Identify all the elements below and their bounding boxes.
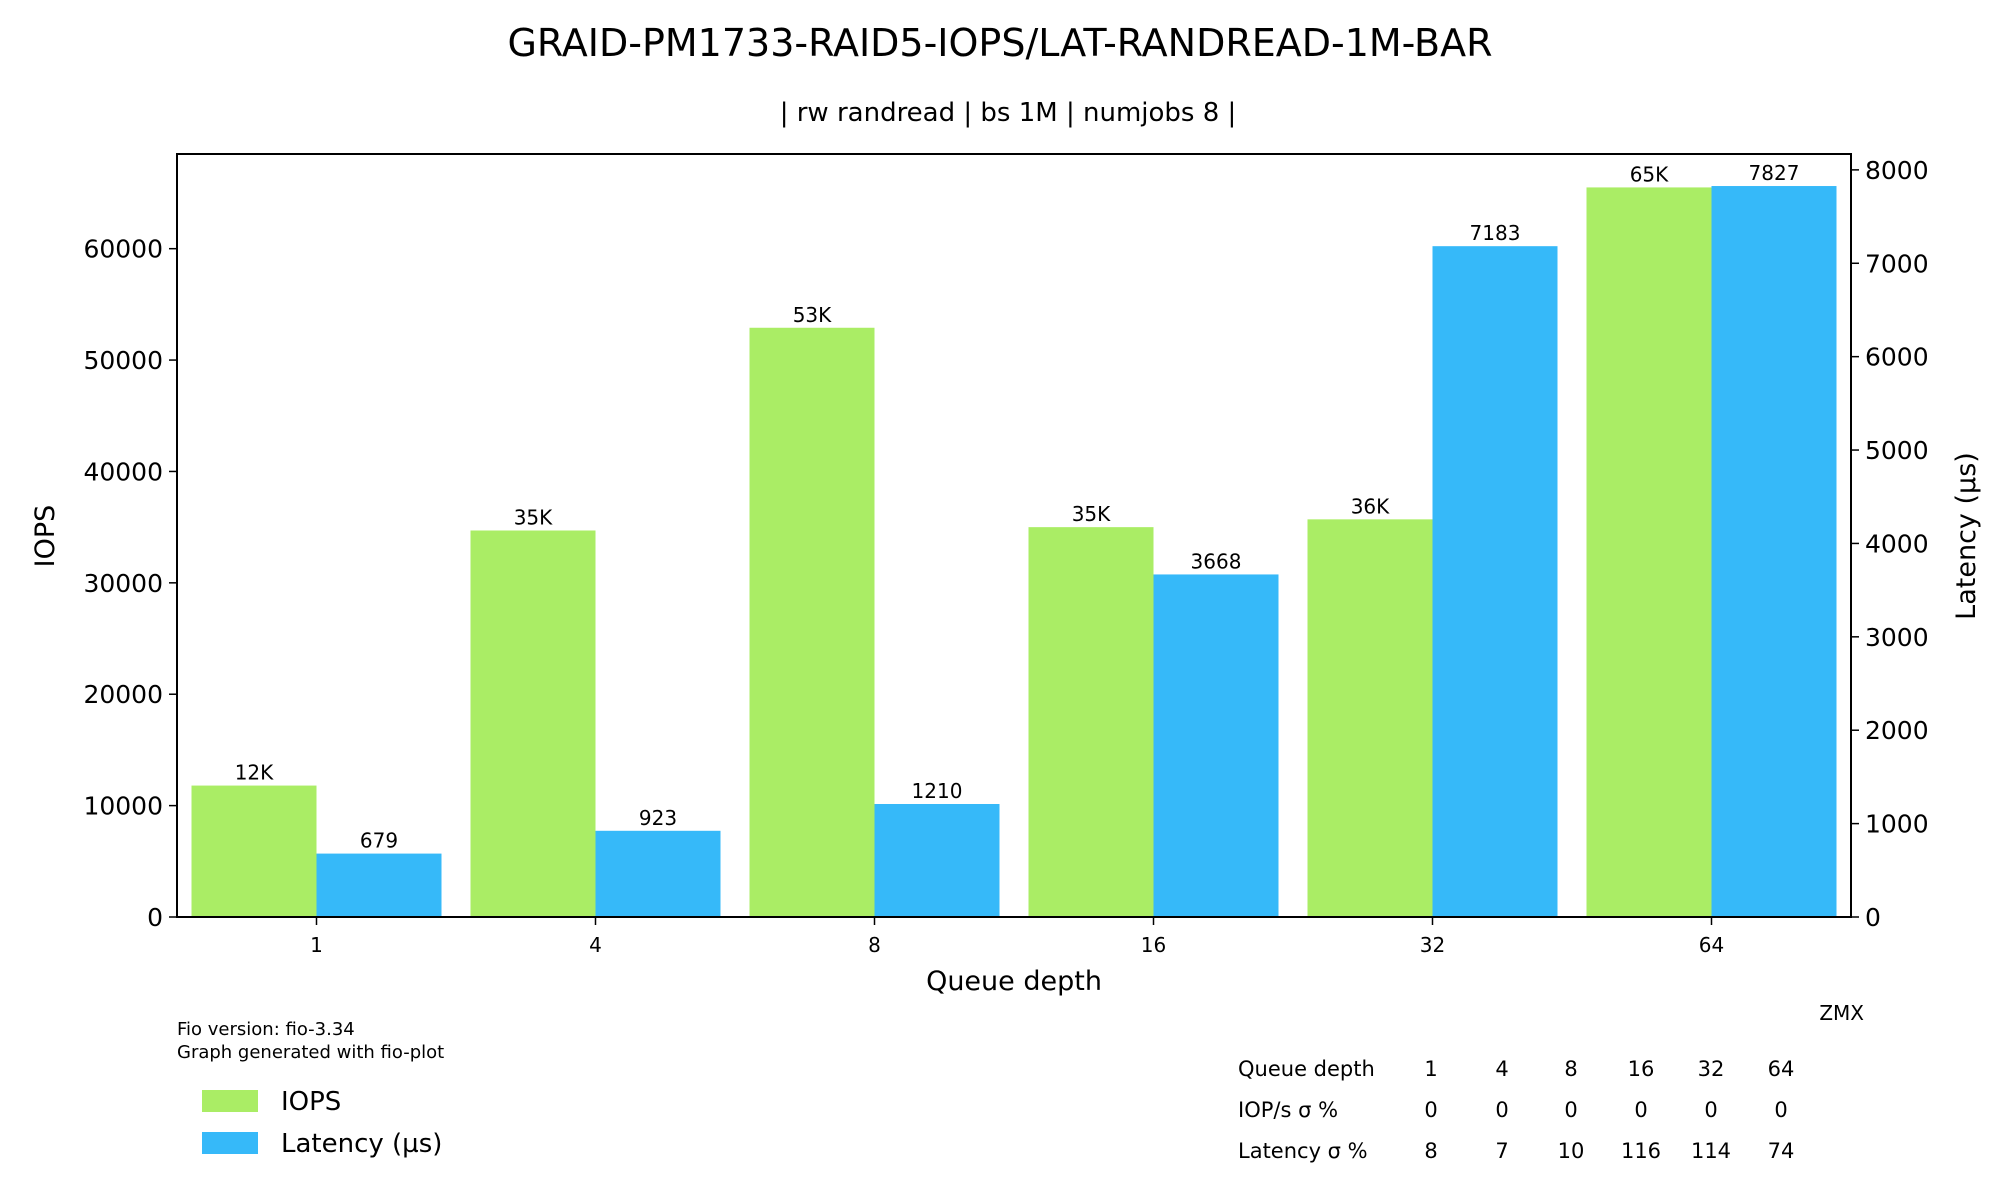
iops-bar-32	[1307, 519, 1433, 917]
chart-subtitle: | rw randread | bs 1M | numjobs 8 |	[780, 98, 1237, 128]
stats-cell-0-3: 16	[1628, 1057, 1655, 1081]
x-tick-label-32: 32	[1420, 933, 1445, 957]
iops-data-label-16: 35K	[1072, 502, 1111, 526]
x-tick-label-64: 64	[1699, 933, 1724, 957]
latency-bar-32	[1432, 246, 1558, 917]
signature-text: ZMX	[1819, 1001, 1864, 1025]
x-tick-label-8: 8	[868, 933, 881, 957]
stats-cell-2-2: 10	[1558, 1139, 1585, 1163]
right-tick-label-8000: 8000	[1865, 156, 1929, 185]
stats-cell-1-1: 0	[1495, 1098, 1508, 1122]
right-tick-label-7000: 7000	[1865, 249, 1929, 278]
x-tick-label-16: 16	[1141, 933, 1166, 957]
latency-data-label-64: 7827	[1749, 161, 1800, 185]
stats-cell-1-0: 0	[1424, 1098, 1437, 1122]
left-tick-label-40000: 40000	[83, 457, 163, 486]
stats-cell-2-3: 116	[1621, 1139, 1661, 1163]
fio-version-text: Fio version: fio-3.34	[177, 1019, 355, 1040]
latency-data-label-4: 923	[639, 806, 677, 830]
x-tick-label-1: 1	[310, 933, 323, 957]
right-tick-label-1000: 1000	[1865, 810, 1929, 839]
iops-bar-4	[470, 530, 596, 917]
left-tick-label-0: 0	[147, 903, 163, 932]
left-axis: 0 10000 20000 30000 40000 50000 60000	[83, 235, 177, 932]
x-axis: 1 4 8 16 32 64	[310, 917, 1724, 957]
iops-data-label-1: 12K	[235, 761, 274, 785]
stats-cell-0-2: 8	[1564, 1057, 1577, 1081]
stats-cell-0-4: 32	[1698, 1057, 1725, 1081]
stats-cell-2-5: 74	[1768, 1139, 1795, 1163]
iops-data-label-32: 36K	[1351, 494, 1390, 518]
bars-layer	[191, 186, 1837, 917]
stats-cell-0-0: 1	[1424, 1057, 1437, 1081]
left-tick-label-50000: 50000	[83, 346, 163, 375]
bar-labels-layer: 12K 679 35K 923 53K 1210 35K 3668 36K 7183 65K 7827	[235, 161, 1800, 853]
stats-cell-1-5: 0	[1774, 1098, 1787, 1122]
stats-cell-2-4: 114	[1691, 1139, 1731, 1163]
latency-data-label-1: 679	[360, 829, 398, 853]
legend-swatch-iops	[202, 1090, 258, 1112]
stats-row-label-1: IOP/s σ %	[1238, 1098, 1338, 1122]
chart-title: GRAID-PM1733-RAID5-IOPS/LAT-RANDREAD-1M-…	[507, 21, 1492, 65]
latency-data-label-32: 7183	[1470, 221, 1521, 245]
right-tick-label-4000: 4000	[1865, 529, 1929, 558]
right-tick-label-5000: 5000	[1865, 436, 1929, 465]
stats-cell-1-3: 0	[1634, 1098, 1647, 1122]
left-tick-label-30000: 30000	[83, 569, 163, 598]
right-tick-label-3000: 3000	[1865, 623, 1929, 652]
latency-bar-4	[595, 830, 721, 917]
left-tick-label-20000: 20000	[83, 680, 163, 709]
x-tick-label-4: 4	[589, 933, 602, 957]
right-axis-label: Latency (µs)	[1951, 452, 1982, 620]
latency-bar-8	[874, 803, 1000, 917]
latency-bar-16	[1153, 574, 1279, 917]
iops-bar-64	[1586, 187, 1712, 917]
latency-bar-1	[316, 853, 442, 917]
legend-label-iops: IOPS	[281, 1087, 341, 1117]
iops-data-label-8: 53K	[793, 303, 832, 327]
right-tick-label-0: 0	[1865, 903, 1881, 932]
stats-cell-0-1: 4	[1495, 1057, 1508, 1081]
latency-data-label-8: 1210	[912, 779, 963, 803]
legend-label-latency: Latency (µs)	[281, 1129, 442, 1159]
iops-data-label-64: 65K	[1630, 162, 1669, 186]
stats-cell-2-0: 8	[1424, 1139, 1437, 1163]
stats-row-label-0: Queue depth	[1238, 1057, 1375, 1081]
right-tick-label-6000: 6000	[1865, 343, 1929, 372]
stats-table: Queue depth 1 4 8 16 32 64 IOP/s σ % 0 0 0 0 0 0 Laten…	[1238, 1057, 1794, 1163]
stats-cell-1-4: 0	[1704, 1098, 1717, 1122]
right-axis: 0 1000 2000 3000 4000 5000 6000 7000 8000	[1851, 156, 1929, 932]
iops-bar-8	[749, 327, 875, 917]
latency-bar-64	[1711, 186, 1837, 917]
plot-frame	[176, 153, 1852, 918]
left-tick-label-10000: 10000	[83, 792, 163, 821]
legend-swatch-latency	[202, 1132, 258, 1154]
iops-bar-16	[1028, 527, 1154, 917]
left-axis-label: IOPS	[30, 505, 61, 568]
stats-cell-0-5: 64	[1768, 1057, 1795, 1081]
generator-text: Graph generated with fio-plot	[177, 1042, 444, 1063]
legend: IOPS Latency (µs)	[202, 1087, 442, 1159]
left-tick-label-60000: 60000	[83, 235, 163, 264]
iops-bar-1	[191, 785, 317, 917]
stats-row-label-2: Latency σ %	[1238, 1139, 1368, 1163]
right-tick-label-2000: 2000	[1865, 716, 1929, 745]
stats-cell-1-2: 0	[1564, 1098, 1577, 1122]
x-axis-label: Queue depth	[926, 966, 1102, 997]
latency-data-label-16: 3668	[1191, 549, 1242, 573]
stats-cell-2-1: 7	[1495, 1139, 1508, 1163]
iops-data-label-4: 35K	[514, 505, 553, 529]
